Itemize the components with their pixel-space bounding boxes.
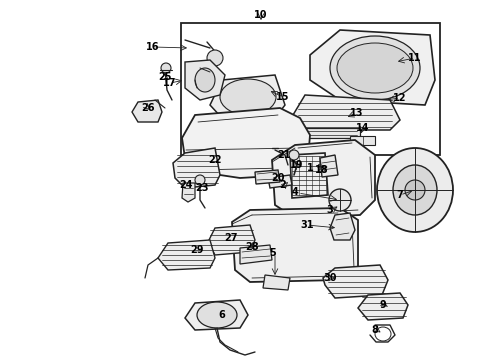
Text: 13: 13 [350, 108, 364, 118]
Ellipse shape [330, 36, 420, 100]
Polygon shape [232, 208, 358, 282]
Polygon shape [323, 265, 388, 298]
Text: 30: 30 [323, 273, 337, 283]
Polygon shape [350, 136, 375, 145]
Polygon shape [320, 155, 338, 177]
Text: 21: 21 [277, 150, 291, 160]
Text: 1: 1 [307, 163, 314, 173]
Polygon shape [210, 75, 285, 118]
Polygon shape [330, 213, 355, 240]
Ellipse shape [197, 302, 237, 328]
Text: 26: 26 [141, 103, 155, 113]
Polygon shape [272, 140, 375, 218]
Ellipse shape [337, 43, 413, 93]
Text: 6: 6 [219, 310, 225, 320]
Polygon shape [185, 60, 225, 100]
Ellipse shape [405, 180, 425, 200]
Ellipse shape [377, 148, 453, 232]
Polygon shape [290, 95, 400, 130]
Text: 2: 2 [280, 180, 286, 190]
Polygon shape [290, 153, 328, 198]
Text: 4: 4 [292, 187, 298, 197]
Text: 14: 14 [356, 123, 370, 133]
Text: 18: 18 [315, 165, 329, 175]
Text: 28: 28 [245, 242, 259, 252]
Polygon shape [132, 100, 162, 122]
Text: 9: 9 [380, 300, 387, 310]
Text: 23: 23 [195, 183, 209, 193]
Text: 11: 11 [408, 53, 422, 63]
Text: 3: 3 [327, 205, 333, 215]
Ellipse shape [220, 79, 276, 115]
Text: 7: 7 [396, 190, 403, 200]
Ellipse shape [161, 63, 171, 73]
Polygon shape [182, 108, 310, 178]
Text: 22: 22 [208, 155, 222, 165]
Ellipse shape [289, 150, 299, 160]
Text: 17: 17 [163, 78, 177, 88]
Ellipse shape [195, 68, 215, 92]
Polygon shape [255, 170, 280, 184]
Polygon shape [305, 128, 360, 138]
Ellipse shape [329, 189, 351, 211]
Text: 12: 12 [393, 93, 407, 103]
Polygon shape [268, 175, 292, 188]
Text: 25: 25 [158, 72, 172, 82]
Text: 15: 15 [276, 92, 290, 102]
Text: 27: 27 [224, 233, 238, 243]
Polygon shape [158, 240, 215, 270]
Polygon shape [208, 225, 255, 255]
Text: 24: 24 [179, 180, 193, 190]
Ellipse shape [195, 175, 205, 185]
Text: 20: 20 [271, 173, 285, 183]
Polygon shape [240, 245, 272, 264]
Polygon shape [173, 148, 220, 188]
Polygon shape [310, 30, 435, 105]
Text: 19: 19 [290, 160, 304, 170]
Text: 16: 16 [146, 42, 160, 52]
Text: 5: 5 [270, 248, 276, 258]
Ellipse shape [393, 165, 437, 215]
Polygon shape [263, 275, 290, 290]
Text: 8: 8 [371, 325, 378, 335]
Ellipse shape [207, 50, 223, 66]
Polygon shape [182, 183, 195, 202]
Bar [181, 23, 440, 155]
Text: 31: 31 [300, 220, 314, 230]
Polygon shape [358, 293, 408, 320]
Polygon shape [185, 300, 248, 330]
Text: 10: 10 [254, 10, 268, 20]
Text: 29: 29 [190, 245, 204, 255]
Ellipse shape [177, 254, 189, 266]
